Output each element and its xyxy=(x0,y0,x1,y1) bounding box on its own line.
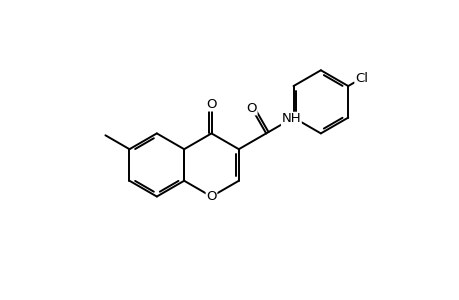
Text: O: O xyxy=(206,98,216,111)
Text: NH: NH xyxy=(281,112,301,125)
Text: O: O xyxy=(246,102,257,115)
Text: O: O xyxy=(206,190,216,203)
Text: Cl: Cl xyxy=(354,72,367,85)
